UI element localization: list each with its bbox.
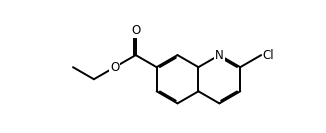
Text: O: O xyxy=(110,61,119,74)
Text: N: N xyxy=(215,49,224,62)
Text: O: O xyxy=(131,24,140,38)
Text: Cl: Cl xyxy=(263,49,274,62)
